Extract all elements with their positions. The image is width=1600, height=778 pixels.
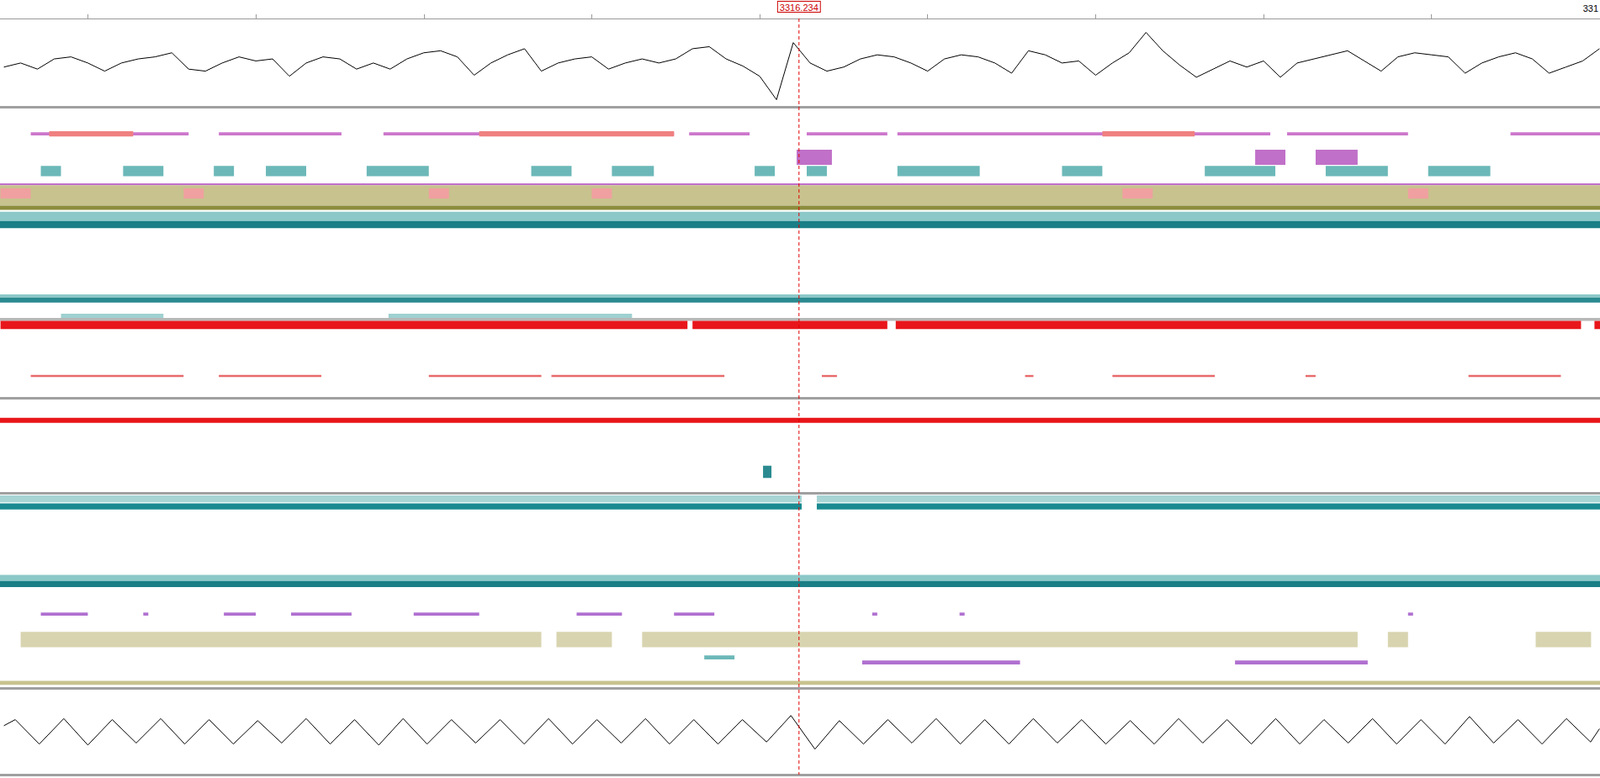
svg-text:3316.234: 3316.234 [779, 2, 819, 13]
svg-text:331: 331 [1583, 3, 1599, 14]
